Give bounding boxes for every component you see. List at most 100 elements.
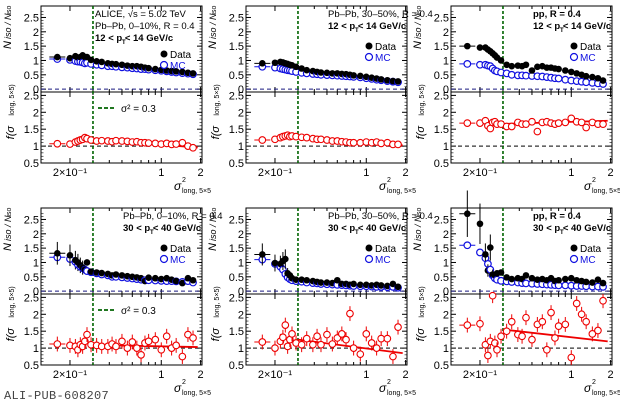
- ratio-point: [337, 330, 346, 338]
- upper-y-axis-label: iso / N: [3, 215, 13, 241]
- ratio-point: [377, 139, 386, 148]
- ratio-point: [317, 340, 325, 349]
- y-tick-label: 1: [443, 141, 449, 153]
- x-tick-label: 2: [403, 369, 409, 381]
- ratio-point: [302, 133, 311, 142]
- data-point: [118, 61, 126, 69]
- ratio-point: [582, 317, 591, 326]
- data-point: [317, 69, 325, 76]
- data-point: [503, 274, 510, 281]
- legend-cut-label: σ² = 0.3: [121, 104, 156, 115]
- y-tick-label: 0.5: [434, 272, 449, 284]
- ratio-point: [528, 335, 536, 344]
- upper-y-axis-label: N: [412, 243, 424, 251]
- legend-mc-marker: [159, 254, 169, 264]
- legend-data-marker: [160, 50, 168, 58]
- mc-point: [463, 241, 472, 250]
- data-point: [112, 271, 120, 278]
- data-point: [464, 42, 471, 50]
- data-point: [384, 76, 391, 84]
- data-point: [87, 268, 95, 275]
- data-point: [599, 77, 607, 84]
- y-tick-label: 2: [443, 107, 449, 119]
- ratio-point: [367, 339, 376, 347]
- y-tick-label: 1.5: [229, 124, 244, 136]
- y-tick-label: 1: [443, 343, 449, 355]
- data-point: [83, 259, 91, 266]
- ratio-point: [346, 309, 354, 318]
- kinematic-label: 12 < p < 14 GeV/c: [95, 33, 173, 44]
- ratio-point: [309, 340, 317, 349]
- data-point: [567, 68, 575, 76]
- ratio-point: [132, 344, 141, 352]
- data-point: [112, 60, 120, 68]
- legend-mc-label: MC: [170, 255, 186, 266]
- y-tick-label: 0: [238, 84, 244, 96]
- ratio-point: [533, 127, 542, 136]
- ratio-point: [313, 332, 321, 341]
- x-axis-label-sub: long, 5×5: [592, 390, 620, 397]
- x-axis-label: σ: [584, 381, 592, 395]
- data-point: [394, 283, 402, 291]
- data-point: [476, 220, 484, 228]
- x-axis-label-sup: 2: [592, 177, 596, 184]
- x-tick-label: 2×10⁻¹: [53, 369, 88, 381]
- y-tick-label: 2.5: [434, 292, 449, 304]
- data-point: [152, 274, 159, 282]
- data-point: [145, 64, 152, 72]
- y-tick-label: 1: [443, 55, 449, 67]
- ratio-point: [582, 123, 591, 132]
- ratio-point: [551, 334, 559, 342]
- y-tick-label: 0: [33, 84, 39, 96]
- data-point: [594, 74, 602, 82]
- data-point: [87, 56, 95, 64]
- legend-data-marker: [365, 244, 373, 252]
- collision-label: Pb–Pb, 0–10%, R = 0.4: [95, 21, 195, 32]
- pt-subscript: T: [355, 230, 359, 236]
- y-tick-label: 2.5: [229, 214, 244, 226]
- collision-label: Pb–Pb, 30–50%, R = 0.4: [328, 9, 433, 20]
- data-point: [172, 68, 180, 75]
- legend-mc-marker: [364, 52, 374, 62]
- data-point: [497, 57, 505, 64]
- upper-y-axis-label: iso: [211, 6, 218, 15]
- data-point: [292, 63, 300, 71]
- data-point: [98, 269, 106, 277]
- y-tick-label: 2.5: [434, 214, 449, 226]
- x-axis-label: σ: [174, 179, 182, 193]
- legend-mc-marker: [364, 254, 374, 264]
- data-point: [357, 281, 364, 289]
- ratio-point: [151, 335, 160, 344]
- data-point: [497, 269, 505, 276]
- y-tick-label: 2: [238, 309, 244, 321]
- ratio-point: [157, 345, 166, 354]
- data-point: [145, 274, 152, 281]
- ratio-point: [53, 139, 62, 148]
- y-tick-label: 0.5: [24, 272, 39, 284]
- upper-y-axis-label: iso / N: [208, 215, 218, 241]
- data-point: [589, 279, 596, 286]
- legend-mc-marker: [569, 52, 579, 62]
- ratio-point: [599, 296, 607, 305]
- y-tick-label: 2.5: [434, 12, 449, 24]
- y-tick-label: 1: [238, 343, 244, 355]
- x-axis-label: σ: [174, 381, 182, 395]
- ratio-point: [128, 338, 137, 346]
- y-tick-label: 1.5: [229, 326, 244, 338]
- publication-id: ALI-PUB-608207: [4, 389, 110, 403]
- ratio-point: [377, 334, 386, 343]
- ratio-point: [577, 118, 586, 127]
- upper-y-axis-label: iso / N: [3, 13, 13, 39]
- upper-y-axis-label: iso: [211, 208, 218, 217]
- y-tick-label: 1: [33, 141, 39, 153]
- ratio-point: [123, 344, 132, 352]
- x-axis-label-sup: 2: [182, 177, 186, 184]
- x-tick-label: 2×10⁻¹: [463, 167, 498, 179]
- data-point: [487, 244, 494, 251]
- y-tick-label: 2.5: [229, 12, 244, 24]
- ratio-point: [258, 338, 267, 346]
